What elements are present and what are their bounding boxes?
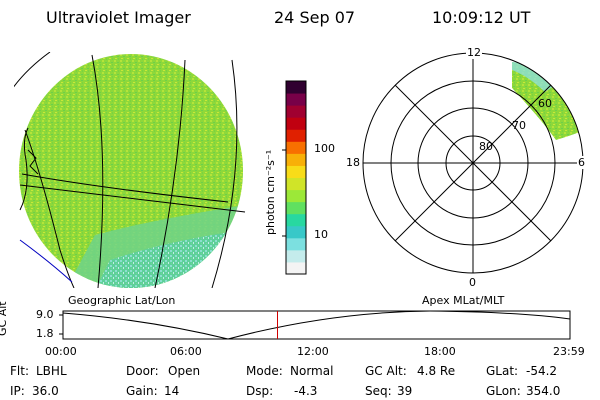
timeline-y-bottom: 1.8 xyxy=(36,327,54,340)
ip-label: IP: xyxy=(10,384,25,398)
dsp-label: Dsp: xyxy=(246,384,274,398)
lat-label-60: 60 xyxy=(538,97,552,110)
colorbar-segment xyxy=(286,237,306,251)
gain-value: 14 xyxy=(164,384,180,398)
seq-value: 39 xyxy=(397,384,413,398)
geographic-grid xyxy=(14,52,246,288)
apex-caption: Apex MLat/MLT xyxy=(422,294,505,307)
colorbar-segment xyxy=(286,117,306,130)
colorbar-segment xyxy=(286,93,306,106)
color-scale-bar xyxy=(286,81,306,275)
date-label: 24 Sep 07 xyxy=(274,8,356,27)
glon-value: 354.0 xyxy=(526,384,561,398)
color-scale-frame xyxy=(285,80,307,275)
glat-value: -54.2 xyxy=(526,364,558,378)
colorbar-segment xyxy=(286,153,306,166)
timeline-axis-label: GC Alt xyxy=(0,301,9,336)
colorbar-unit-label: photon cm⁻²s⁻¹ xyxy=(264,149,277,235)
timeline-plot xyxy=(59,310,571,340)
earth-disk-image xyxy=(19,54,243,288)
seq-label: Seq: xyxy=(365,384,392,398)
ip-value: 36.0 xyxy=(32,384,59,398)
time-label: 10:09:12 UT xyxy=(432,8,531,27)
colorbar-segment xyxy=(286,165,306,178)
flt-label: Flt: xyxy=(10,364,29,378)
gain-label: Gain: xyxy=(126,384,158,398)
colorbar-segment xyxy=(286,201,306,215)
door-label: Door: xyxy=(126,364,159,378)
mlt-label-18: 18 xyxy=(345,156,361,169)
colorbar-segment xyxy=(286,249,306,263)
time-tick-06: 06:00 xyxy=(170,345,202,358)
time-tick-2359: 23:59 xyxy=(553,345,585,358)
gcalt-value: 4.8 Re xyxy=(417,364,456,378)
flt-value: LBHL xyxy=(36,364,67,378)
time-tick-00: 00:00 xyxy=(45,345,77,358)
colorbar-segment xyxy=(286,141,306,154)
dsp-value: -4.3 xyxy=(294,384,318,398)
mode-label: Mode: xyxy=(246,364,283,378)
mlt-label-0: 0 xyxy=(468,276,477,289)
mlt-label-6: 6 xyxy=(577,156,586,169)
colorbar-segment xyxy=(286,261,306,275)
mlt-label-12: 12 xyxy=(466,46,482,59)
glon-label: GLon: xyxy=(486,384,521,398)
colorbar-segment xyxy=(286,225,306,239)
colorbar-segment xyxy=(286,189,306,203)
lat-label-70: 70 xyxy=(512,119,526,132)
colorbar-tick-label-10: 10 xyxy=(314,228,328,241)
timeline-y-top: 9.0 xyxy=(36,308,54,321)
colorbar-segment xyxy=(286,177,306,191)
time-tick-12: 12:00 xyxy=(297,345,329,358)
colorbar-segment xyxy=(286,81,306,94)
door-value: Open xyxy=(168,364,201,378)
lat-label-80: 80 xyxy=(479,140,493,153)
time-tick-18: 18:00 xyxy=(424,345,456,358)
polar-plot xyxy=(362,52,584,274)
mode-value: Normal xyxy=(290,364,334,378)
gcalt-label: GC Alt: xyxy=(365,364,407,378)
colorbar-segment xyxy=(286,213,306,227)
colorbar-segment xyxy=(286,129,306,142)
colorbar-segment xyxy=(286,105,306,118)
geographic-caption: Geographic Lat/Lon xyxy=(68,294,176,307)
colorbar-tick-label-100: 100 xyxy=(314,142,335,155)
instrument-title: Ultraviolet Imager xyxy=(46,8,191,27)
glat-label: GLat: xyxy=(486,364,519,378)
